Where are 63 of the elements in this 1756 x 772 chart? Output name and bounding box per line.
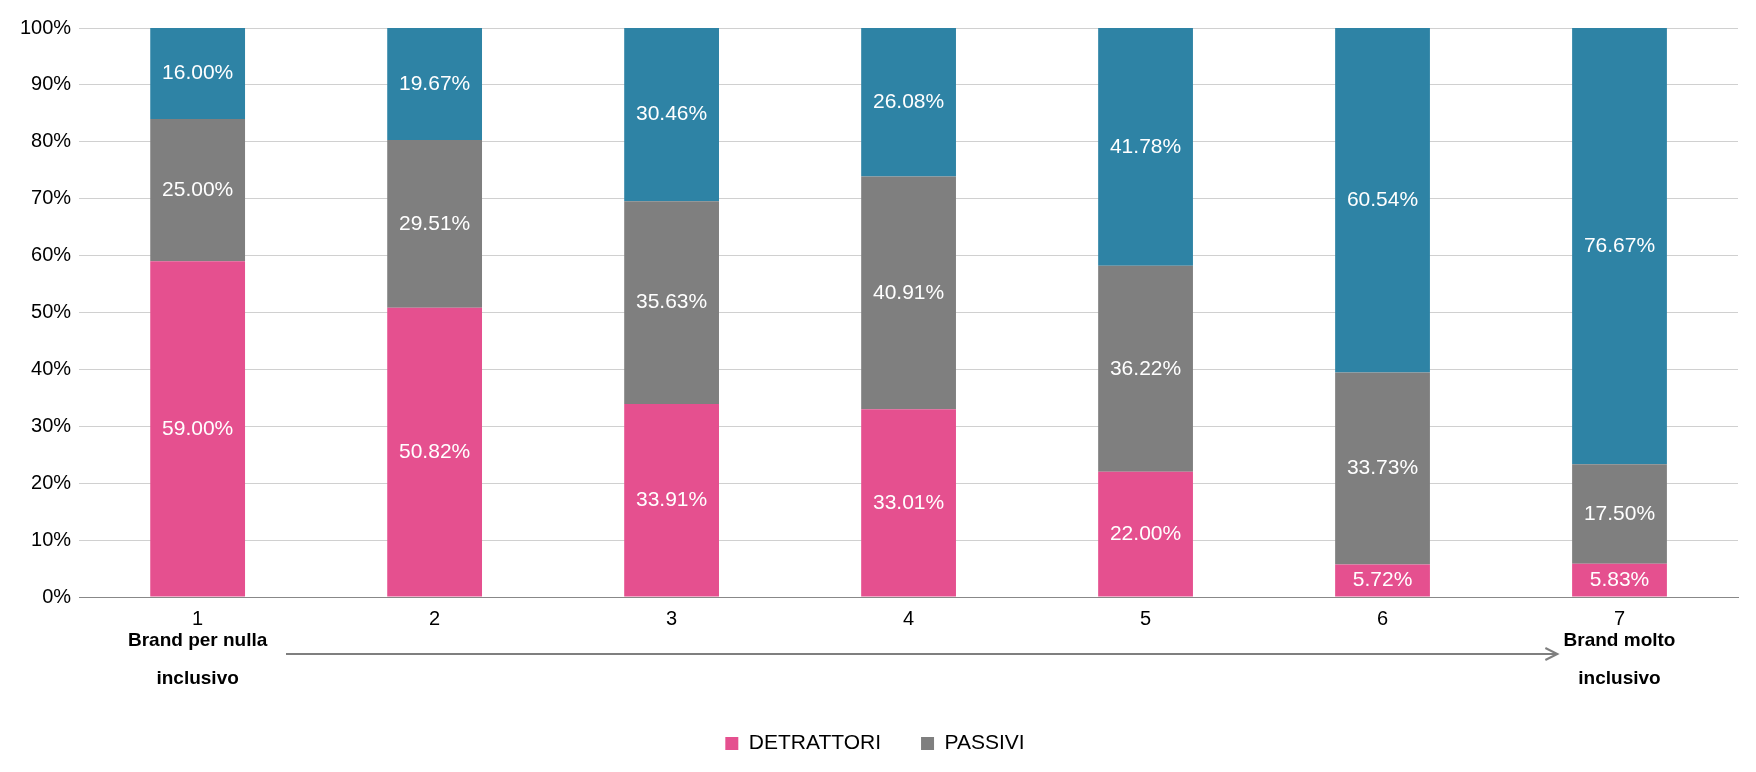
y-tick-label: 20% — [31, 470, 72, 493]
bar — [1098, 28, 1193, 266]
bar — [387, 139, 483, 308]
legend-label: PASSIVI — [944, 730, 1025, 754]
x-tick-label: 2 — [429, 606, 441, 629]
data-label: 30.46% — [635, 101, 708, 125]
data-label: 16.00% — [162, 60, 234, 84]
bar — [1335, 564, 1430, 597]
data-label: 35.63% — [635, 289, 708, 313]
y-tick-label: 80% — [31, 129, 72, 152]
data-label: 17.50% — [1583, 500, 1656, 524]
x-tick-label: 1 — [192, 606, 204, 629]
bar — [624, 28, 719, 202]
bar — [150, 261, 246, 597]
data-label: 40.91% — [872, 279, 945, 303]
y-tick-label: 70% — [31, 186, 72, 209]
y-tick-label: 10% — [31, 527, 72, 550]
data-label: 22.00% — [1109, 520, 1182, 544]
bar — [387, 28, 483, 140]
data-label: 26.08% — [872, 88, 945, 112]
data-label: 5.72% — [1352, 567, 1413, 591]
bar — [1572, 28, 1667, 465]
y-tick-label: 30% — [31, 413, 72, 436]
data-label: 36.22% — [1109, 355, 1182, 379]
data-label: 5.83% — [1589, 566, 1650, 590]
bar — [150, 119, 246, 262]
bar — [150, 28, 246, 120]
x-tick-label: 5 — [1139, 606, 1152, 629]
legend-label: DETRATTORI — [748, 730, 882, 754]
bar — [861, 176, 956, 410]
data-label: 33.01% — [872, 489, 945, 513]
data-label: 60.54% — [1346, 187, 1419, 211]
bar — [387, 307, 483, 597]
data-label: 59.00% — [162, 415, 234, 439]
y-tick-label: 40% — [31, 356, 72, 379]
y-tick-label: 60% — [31, 243, 72, 266]
bar — [861, 409, 956, 597]
x-tick-label: 4 — [903, 606, 915, 629]
data-label: 19.67% — [399, 70, 471, 94]
bar — [624, 201, 719, 405]
x-tick-label: 6 — [1376, 606, 1389, 629]
bar — [1335, 372, 1430, 565]
y-tick-label: 90% — [31, 72, 72, 95]
bar — [1098, 265, 1193, 472]
bar — [624, 404, 719, 597]
data-label: 50.82% — [399, 438, 471, 462]
data-label: 29.51% — [399, 210, 471, 234]
x-tick-label: 7 — [1613, 606, 1626, 629]
text: Brand per nulla inclusivo — [127, 629, 268, 689]
data-label: 76.67% — [1583, 232, 1656, 256]
y-tick-label: 50% — [31, 300, 72, 323]
bar — [1572, 464, 1667, 564]
bar — [1335, 28, 1430, 373]
bar — [1098, 471, 1193, 597]
data-label: 33.73% — [1346, 455, 1419, 479]
data-label: 25.00% — [162, 176, 234, 200]
x-tick-label: 3 — [666, 606, 678, 629]
text: Brand molto inclusivo — [1563, 629, 1676, 689]
data-label: 33.91% — [635, 487, 708, 511]
y-tick-label: 100% — [20, 15, 72, 38]
bar — [861, 28, 956, 177]
y-tick-label: 0% — [42, 584, 72, 607]
data-label: 41.78% — [1109, 133, 1182, 157]
